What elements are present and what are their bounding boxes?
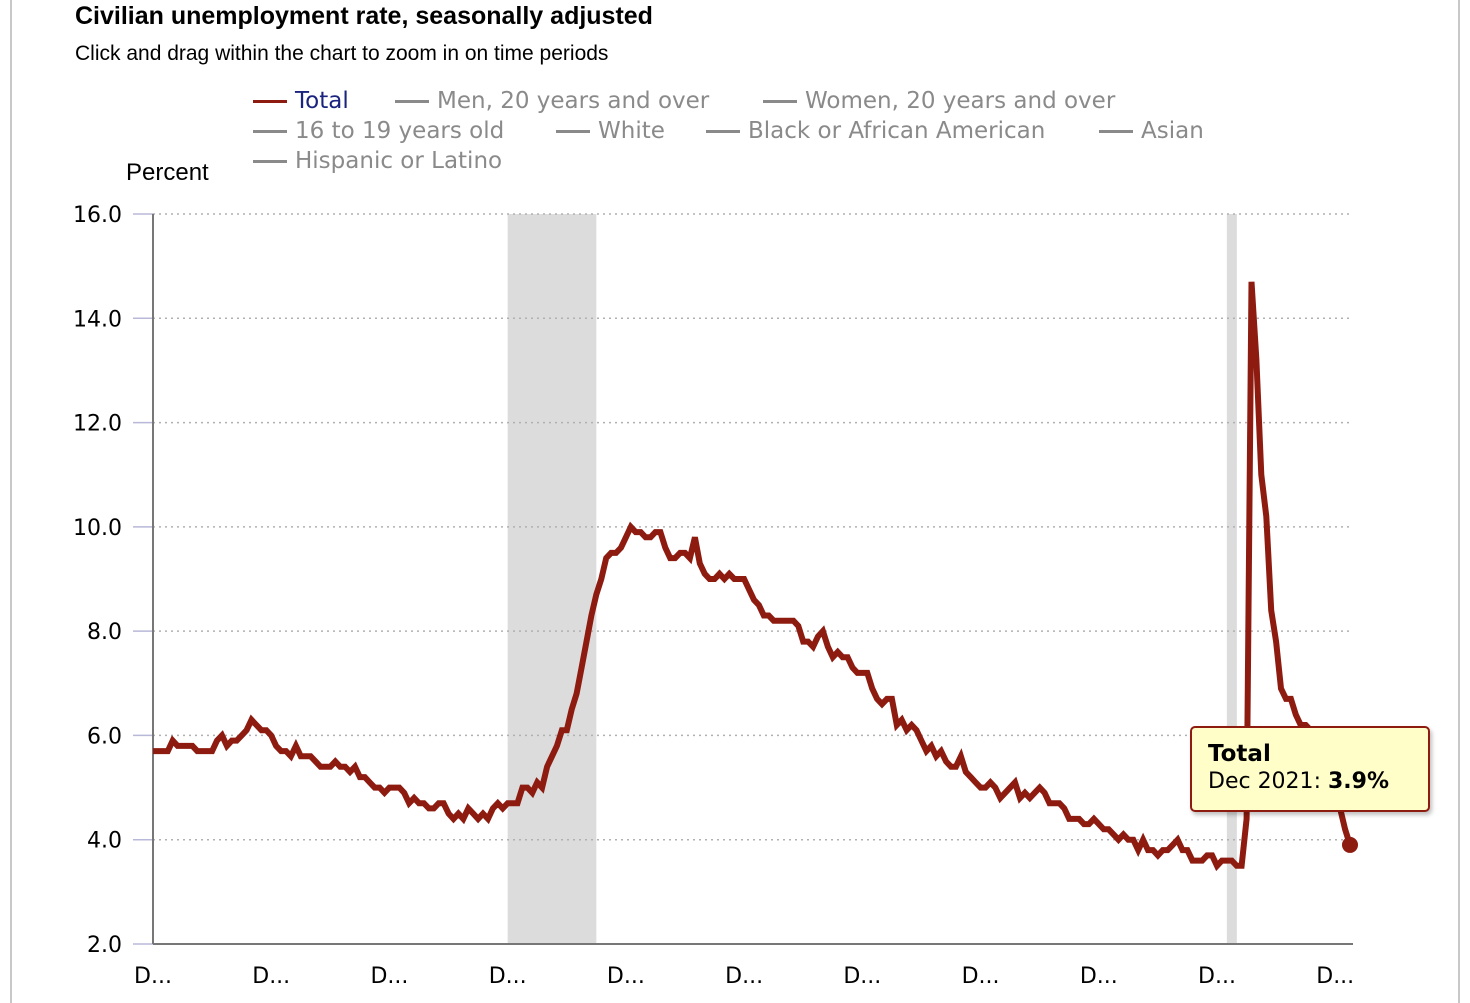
tooltip-value: 3.9% (1327, 769, 1389, 794)
legend-item-total[interactable]: Total (253, 88, 349, 114)
highlight-point (1342, 836, 1358, 853)
legend-swatch (253, 99, 287, 103)
legend-label: Hispanic or Latino (295, 148, 503, 174)
y-tick-label: 4.0 (87, 829, 122, 854)
legend-swatch (556, 129, 590, 133)
legend-label: Black or African American (748, 118, 1046, 144)
legend-item-teens[interactable]: 16 to 19 years old (253, 118, 504, 144)
chart-frame-left (10, 0, 12, 1003)
chart-frame-right (1458, 0, 1460, 1003)
legend-item-hispanic[interactable]: Hispanic or Latino (253, 148, 502, 174)
legend-label: Asian (1141, 118, 1204, 144)
legend-swatch (763, 99, 797, 103)
x-tick-label: D... (489, 964, 527, 989)
legend-swatch (253, 159, 287, 163)
legend-label: Total (295, 88, 349, 114)
y-tick-label: 16.0 (73, 203, 122, 228)
y-axis-label: Percent (126, 159, 209, 186)
x-tick-label: D... (370, 964, 408, 989)
y-tick-label: 14.0 (73, 307, 122, 332)
y-tick-label: 8.0 (87, 620, 122, 645)
x-tick-label: D... (962, 964, 1000, 989)
x-tick-label: D... (134, 964, 172, 989)
legend-label: Women, 20 years and over (805, 88, 1116, 114)
legend-label: 16 to 19 years old (295, 118, 505, 144)
series-line-total (153, 281, 1353, 872)
legend-item-asian[interactable]: Asian (1099, 118, 1204, 144)
chart-subtitle: Click and drag within the chart to zoom … (75, 42, 609, 65)
legend-label: Men, 20 years and over (437, 88, 710, 114)
y-tick-label: 12.0 (73, 412, 122, 437)
x-tick-label: D... (725, 964, 763, 989)
legend-item-black[interactable]: Black or African American (706, 118, 1045, 144)
tooltip-date: Dec 2021 (1208, 769, 1314, 794)
legend-swatch (1099, 129, 1133, 133)
legend-item-women[interactable]: Women, 20 years and over (763, 88, 1115, 114)
legend-swatch (253, 129, 287, 133)
y-tick-label: 6.0 (87, 724, 122, 749)
legend-label: White (598, 118, 665, 144)
x-tick-label: D... (1080, 964, 1118, 989)
x-tick-label: D... (843, 964, 881, 989)
tooltip-series: Total (1208, 741, 1271, 767)
x-tick-label: D... (1316, 964, 1354, 989)
chart-title: Civilian unemployment rate, seasonally a… (75, 2, 653, 30)
tooltip-separator: : (1313, 769, 1328, 794)
legend-item-white[interactable]: White (556, 118, 665, 144)
recession-band (1226, 214, 1237, 944)
x-tick-label: D... (252, 964, 290, 989)
legend-swatch (395, 99, 429, 103)
y-tick-label: 10.0 (73, 516, 122, 541)
recession-band (507, 214, 597, 944)
x-tick-label: D... (1198, 964, 1236, 989)
y-tick-label: 2.0 (87, 933, 122, 958)
legend-item-men[interactable]: Men, 20 years and over (395, 88, 709, 114)
x-tick-label: D... (607, 964, 645, 989)
tooltip: Total Dec 2021: 3.9% (1190, 726, 1430, 812)
legend-swatch (706, 129, 740, 133)
